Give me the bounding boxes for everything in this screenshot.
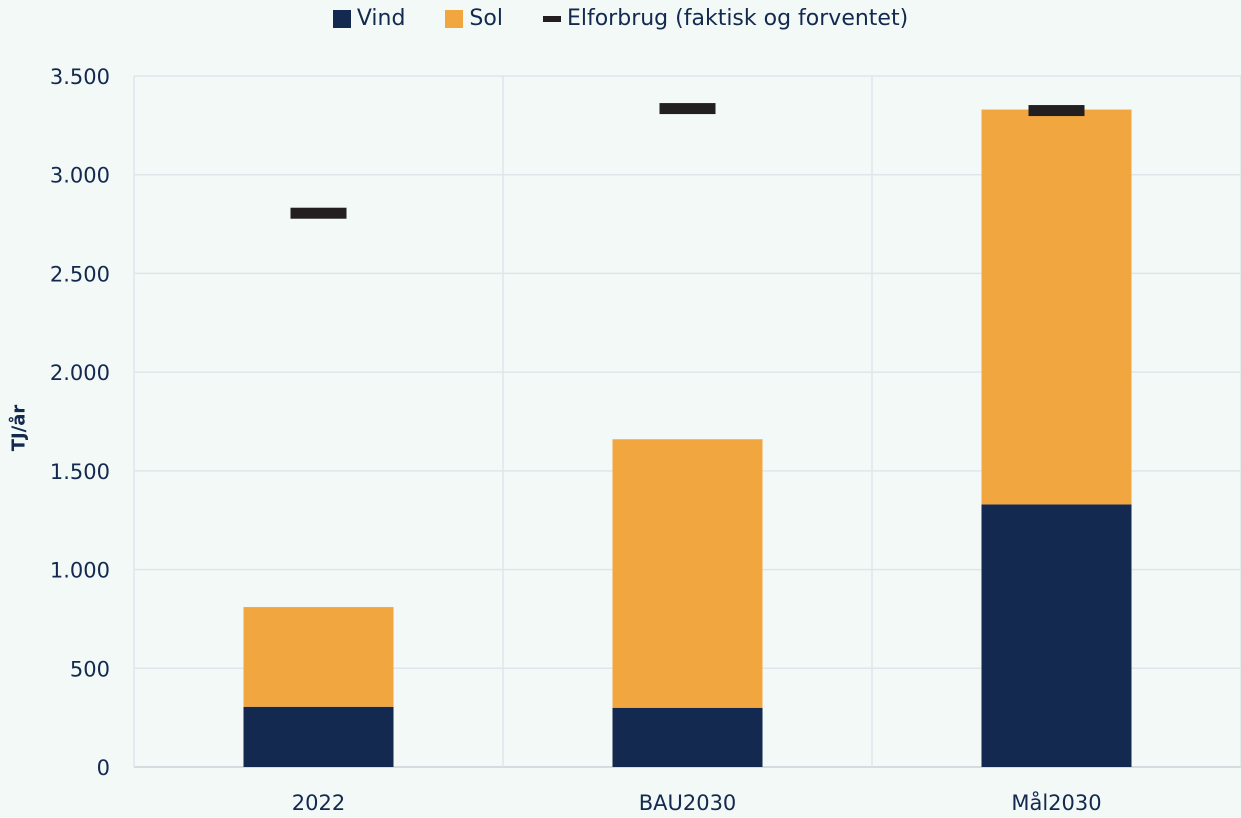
x-tick-label: BAU2030	[639, 791, 737, 814]
legend-swatch-sol	[445, 9, 464, 28]
legend-item-sol: Sol	[445, 6, 503, 31]
y-tick-label: 2.500	[50, 262, 110, 286]
y-tick-label: 0	[97, 756, 110, 780]
marker-elforbrug-bau2030	[659, 103, 716, 115]
bar-vind-mål2030	[981, 504, 1132, 767]
legend: Vind Sol Elforbrug (faktisk og forventet…	[0, 6, 1241, 31]
y-tick-label: 500	[70, 657, 110, 681]
legend-label-elforbrug: Elforbrug (faktisk og forventet)	[566, 6, 909, 31]
y-tick-label: 1.000	[50, 559, 110, 583]
legend-item-vind: Vind	[332, 6, 406, 31]
y-tick-label: 3.000	[50, 164, 110, 188]
bar-vind-bau2030	[612, 707, 763, 767]
x-tick-label: 2022	[292, 791, 345, 814]
marker-elforbrug-2022	[290, 207, 347, 219]
bar-sol-bau2030	[612, 439, 763, 708]
y-tick-label: 1.500	[50, 460, 110, 484]
legend-swatch-vind	[332, 9, 351, 28]
marker-elforbrug-mål2030	[1028, 105, 1085, 117]
y-tick-label: 3.500	[50, 65, 110, 89]
legend-item-elforbrug: Elforbrug (faktisk og forventet)	[542, 6, 909, 31]
y-tick-label: 2.000	[50, 361, 110, 385]
legend-label-sol: Sol	[469, 6, 503, 31]
legend-label-vind: Vind	[356, 6, 406, 31]
bar-sol-2022	[243, 607, 394, 707]
legend-swatch-elforbrug	[542, 15, 561, 22]
bar-sol-mål2030	[981, 109, 1132, 505]
x-tick-label: Mål2030	[1011, 790, 1101, 814]
bar-vind-2022	[243, 706, 394, 767]
y-axis-label: TJ/år	[8, 404, 30, 452]
